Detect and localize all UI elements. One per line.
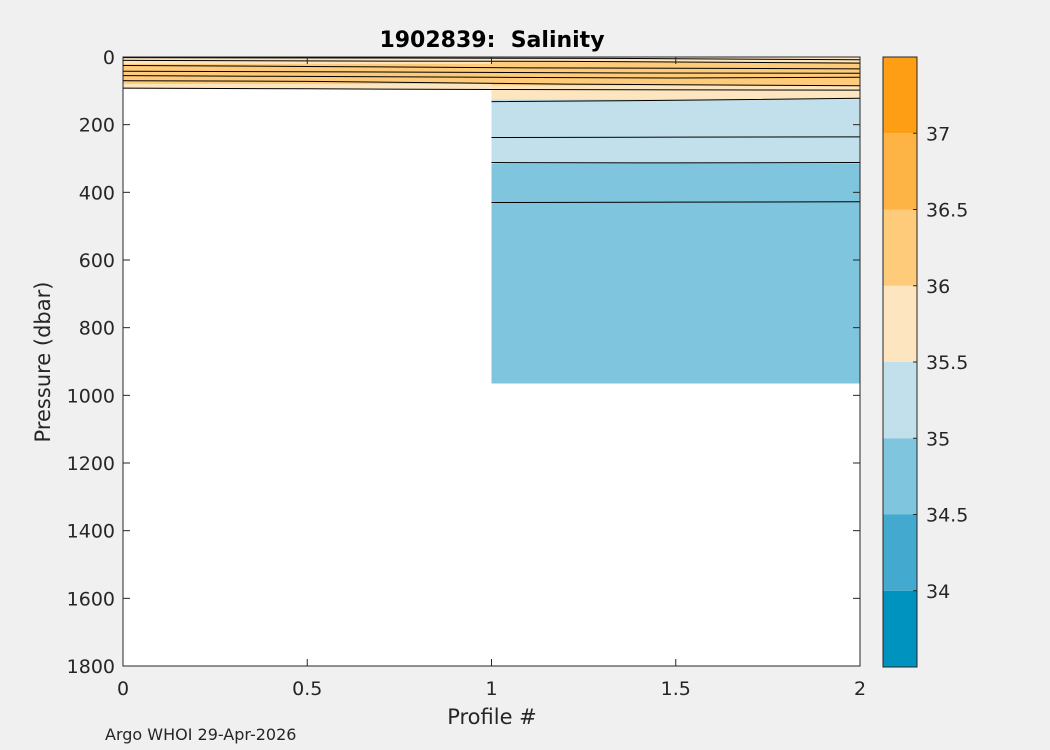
salinity-layer-1-4 xyxy=(491,163,860,384)
x-axis-label: Profile # xyxy=(447,705,537,729)
salinity-layer-0-2 xyxy=(123,84,492,90)
y-tick-label: 1000 xyxy=(67,385,115,407)
colorbar-swatch xyxy=(883,590,917,667)
axis-ticks: 0 0.5 1 1.5 2 0 200 400 600 800 1000 1200 1400 1600 18… xyxy=(67,47,866,700)
contour-line xyxy=(122,70,861,74)
colorbar-swatch xyxy=(883,133,917,210)
salinity-layer-0-1 xyxy=(123,63,492,85)
salinity-layer-1-3 xyxy=(491,99,860,164)
contour-line xyxy=(122,87,861,91)
contour-lines xyxy=(122,57,861,203)
colorbar-tick-label: 37 xyxy=(926,123,950,145)
x-tick-label: 0 xyxy=(117,678,129,700)
colorbar-tick-label: 35 xyxy=(926,428,950,450)
contour-line xyxy=(491,201,861,203)
footer-credit: Argo WHOI 29-Apr-2026 xyxy=(105,725,297,744)
y-tick-label: 0 xyxy=(103,47,115,69)
y-tick-label: 1200 xyxy=(67,453,115,475)
contour-line xyxy=(122,64,861,70)
colorbar-swatch xyxy=(883,285,917,362)
x-tick-label: 2 xyxy=(854,678,866,700)
y-tick-label: 200 xyxy=(79,115,115,137)
chart-title: 1902839: Salinity xyxy=(379,28,604,53)
colorbar-tick-label: 34.5 xyxy=(926,505,968,527)
colorbar-tick-label: 35.5 xyxy=(926,352,968,374)
y-tick-label: 1400 xyxy=(67,521,115,543)
contour-line xyxy=(491,136,861,139)
colorbar-swatch xyxy=(883,57,917,134)
contour-line xyxy=(491,97,861,103)
contour-line xyxy=(122,59,861,64)
y-tick-label: 800 xyxy=(79,318,115,340)
salinity-fill-layers xyxy=(123,57,860,384)
colorbar-swatch xyxy=(883,514,917,591)
colorbar-tick-label: 34 xyxy=(926,581,950,603)
y-tick-label: 1800 xyxy=(67,656,115,678)
contour-line xyxy=(122,75,861,79)
colorbar-swatch xyxy=(883,438,917,515)
x-tick-label: 1 xyxy=(485,678,497,700)
colorbar-tick-label: 36.5 xyxy=(926,200,968,222)
colorbar-swatch xyxy=(883,362,917,439)
contour-line xyxy=(122,80,861,87)
salinity-layer-1-1 xyxy=(491,62,860,86)
colorbar-tick-label: 36 xyxy=(926,276,950,298)
x-tick-label: 1.5 xyxy=(661,678,691,700)
x-tick-label: 0.5 xyxy=(292,678,322,700)
y-tick-label: 1600 xyxy=(67,588,115,610)
colorbar-swatch xyxy=(883,209,917,286)
colorbar: 34 34.5 35 35.5 36 36.5 37 xyxy=(882,56,968,668)
y-tick-label: 400 xyxy=(79,182,115,204)
y-axis-label: Pressure (dbar) xyxy=(31,282,55,443)
y-tick-label: 600 xyxy=(79,250,115,272)
salinity-layer-1-2 xyxy=(491,85,860,100)
